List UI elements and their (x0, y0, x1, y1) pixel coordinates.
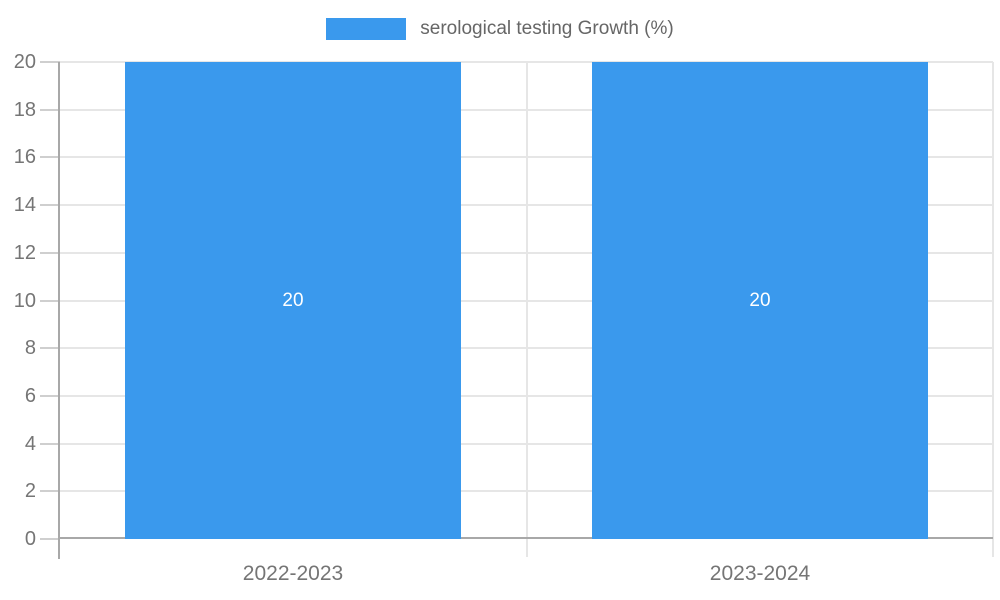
y-axis-tick-label: 16 (13, 146, 36, 169)
legend-label: serological testing Growth (%) (420, 18, 674, 39)
y-axis-tick-label: 6 (24, 384, 36, 407)
y-axis-tick (40, 61, 60, 63)
y-axis-tick-label: 8 (24, 337, 36, 360)
legend-swatch (326, 18, 407, 40)
bar[interactable]: 20 (125, 62, 461, 539)
y-axis-tick-label: 0 (24, 528, 36, 550)
y-axis-tick (40, 442, 60, 445)
y-axis-tick-label: 14 (13, 194, 36, 217)
y-axis-tick (40, 108, 60, 111)
y-axis-tick-label: 4 (24, 432, 36, 455)
gridline-vertical (525, 62, 528, 539)
y-axis-tick (40, 251, 60, 254)
legend[interactable]: serological testing Growth (%) (0, 18, 1000, 40)
x-axis-category-label: 2023-2024 (709, 562, 811, 585)
x-axis-tick (525, 539, 528, 557)
y-axis-tick-label: 10 (13, 289, 36, 312)
y-axis-tick (40, 347, 60, 350)
y-axis-tick (40, 490, 60, 493)
bar-value-label: 20 (282, 290, 304, 311)
y-axis-tick (40, 394, 60, 397)
bar-value-label: 20 (749, 290, 771, 311)
y-axis-tick-label: 20 (13, 51, 36, 73)
y-axis-tick (40, 204, 60, 207)
y-axis-tick (40, 299, 60, 302)
y-axis-tick-label: 2 (24, 480, 36, 503)
x-axis-line (58, 537, 993, 539)
bar[interactable]: 20 (592, 62, 928, 539)
y-axis-tick (40, 538, 60, 540)
gridline-vertical (992, 62, 994, 539)
y-axis-tick (40, 156, 60, 159)
y-axis-line (58, 62, 60, 559)
y-axis-tick-label: 12 (13, 241, 36, 264)
y-axis-tick-label: 18 (13, 98, 36, 121)
x-axis-category-label: 2022-2023 (242, 562, 344, 585)
x-axis-tick (992, 539, 994, 557)
